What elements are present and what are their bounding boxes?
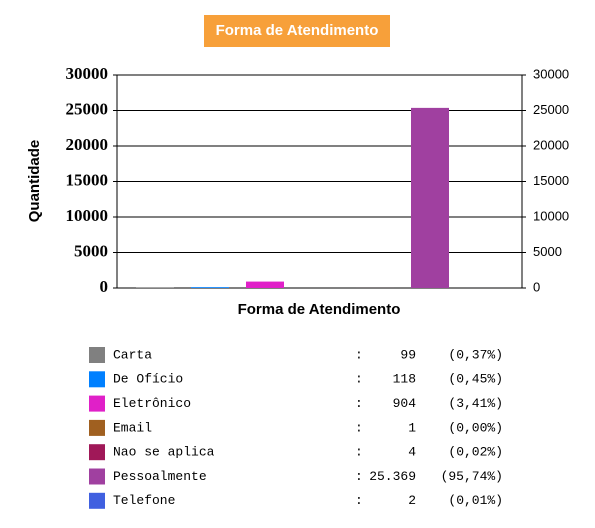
legend-percentage: (95,74%) <box>441 469 503 484</box>
y2-tick-label: 15000 <box>533 173 569 188</box>
legend-percentage: (3,41%) <box>448 396 503 411</box>
legend-swatch <box>89 347 105 363</box>
legend-percentage: (0,01%) <box>448 493 503 508</box>
legend-percentage: (0,37%) <box>448 347 503 362</box>
y-tick-label: 25000 <box>66 99 109 118</box>
legend-separator: : <box>355 445 363 460</box>
x-axis-label: Forma de Atendimento <box>238 301 401 318</box>
legend-value: 118 <box>393 372 416 387</box>
y2-tick-label: 5000 <box>533 244 562 259</box>
legend-swatch <box>89 395 105 412</box>
legend-label: Pessoalmente <box>113 469 207 484</box>
y-tick-label: 10000 <box>66 206 109 225</box>
legend-value: 25.369 <box>369 469 416 484</box>
legend-percentage: (0,00%) <box>448 420 503 435</box>
legend-swatch <box>89 444 105 461</box>
legend-separator: : <box>355 469 363 484</box>
legend-swatch <box>89 492 105 509</box>
title-box <box>204 15 390 47</box>
y-tick-label: 5000 <box>74 241 108 260</box>
y2-tick-label: 0 <box>533 279 540 294</box>
y2-tick-label: 25000 <box>533 102 569 117</box>
legend-label: Nao se aplica <box>113 445 215 460</box>
legend-separator: : <box>355 372 363 387</box>
legend-label: De Ofício <box>113 372 183 387</box>
y2-tick-label: 20000 <box>533 137 569 152</box>
legend-separator: : <box>355 420 363 435</box>
legend-value: 2 <box>408 493 416 508</box>
bar <box>246 281 284 288</box>
y-axis-label: Quantidade <box>26 140 43 223</box>
chart-title: Forma de Atendimento <box>216 22 379 39</box>
y-tick-label: 30000 <box>66 64 109 83</box>
legend-separator: : <box>355 347 363 362</box>
legend-value: 904 <box>393 396 417 411</box>
legend-label: Carta <box>113 347 152 362</box>
bar <box>191 287 229 288</box>
legend-label: Telefone <box>113 493 175 508</box>
legend-swatch <box>89 371 105 388</box>
legend-swatch <box>89 419 105 436</box>
bar <box>411 107 449 288</box>
legend-value: 1 <box>408 420 416 435</box>
y-tick-label: 20000 <box>66 135 109 154</box>
y2-tick-label: 10000 <box>533 208 569 223</box>
legend-separator: : <box>355 396 363 411</box>
legend-value: 4 <box>408 445 416 460</box>
y-tick-label: 15000 <box>66 170 109 189</box>
y-tick-label: 0 <box>100 277 109 296</box>
bar <box>136 287 174 288</box>
legend-swatch <box>89 468 105 485</box>
legend-value: 99 <box>400 347 416 362</box>
legend-separator: : <box>355 493 363 508</box>
legend-label: Eletrônico <box>113 396 191 411</box>
y2-tick-label: 30000 <box>533 66 569 81</box>
legend-percentage: (0,45%) <box>448 372 503 387</box>
legend-percentage: (0,02%) <box>448 445 503 460</box>
legend-label: Email <box>113 420 152 435</box>
